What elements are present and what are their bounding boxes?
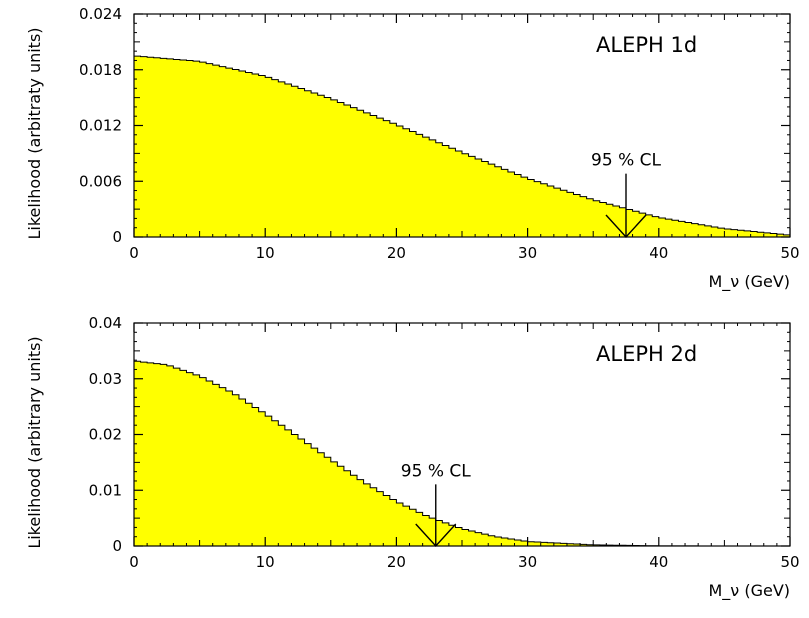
x-tick-label: 30 — [518, 553, 537, 571]
chart-title: ALEPH 2d — [596, 342, 697, 366]
x-tick-label: 30 — [518, 244, 537, 262]
y-tick-label: 0 — [112, 537, 122, 555]
y-tick-label: 0.04 — [89, 314, 122, 332]
y-tick-label: 0.018 — [79, 61, 122, 79]
likelihood-chart-1d: 0 10 20 30 40 50 0 0.006 0.012 0.018 0.024 ALEPH 1d… — [25, 5, 800, 292]
y-tick-label: 0.024 — [79, 5, 122, 23]
x-tick-label: 0 — [129, 244, 139, 262]
x-tick-label: 0 — [129, 553, 139, 571]
y-axis-title: Likelihood (arbitrary units) — [25, 336, 44, 548]
y-tick-label: 0.01 — [89, 481, 122, 499]
x-tick-label: 50 — [780, 553, 799, 571]
x-tick-label: 40 — [649, 244, 668, 262]
y-tick-label: 0.006 — [79, 172, 122, 190]
likelihood-chart-2d: 0 10 20 30 40 50 0 0.01 0.02 0.03 0.04 ALEPH 2d M_ν … — [25, 314, 800, 601]
x-tick-label: 20 — [387, 244, 406, 262]
chart-panel-2d: 0 10 20 30 40 50 0 0.01 0.02 0.03 0.04 ALEPH 2d M_ν … — [0, 309, 809, 618]
y-axis-title: Likelihood (arbitraty units) — [25, 27, 44, 239]
chart-panel-1d: 0 10 20 30 40 50 0 0.006 0.012 0.018 0.024 ALEPH 1d… — [25, 5, 800, 292]
cl-arrow-head — [605, 214, 647, 239]
y-tick-label: 0 — [112, 228, 122, 246]
x-tick-label: 20 — [387, 553, 406, 571]
x-tick-label: 10 — [256, 553, 275, 571]
y-tick-label: 0.02 — [89, 426, 122, 444]
chart-title: ALEPH 1d — [596, 33, 697, 57]
x-axis-title: M_ν (GeV) — [709, 272, 791, 292]
likelihood-histogram — [133, 360, 790, 547]
y-tick-label: 0.012 — [79, 117, 122, 135]
cl-arrow-head — [415, 523, 457, 548]
y-tick-label: 0.03 — [89, 370, 122, 388]
x-tick-label: 40 — [649, 553, 668, 571]
x-axis-title: M_ν (GeV) — [709, 581, 791, 601]
cl-annotation-label: 95 % CL — [591, 151, 661, 171]
cl-annotation-label: 95 % CL — [401, 461, 471, 481]
x-tick-label: 10 — [256, 244, 275, 262]
x-tick-label: 50 — [780, 244, 799, 262]
likelihood-histogram — [133, 55, 791, 238]
